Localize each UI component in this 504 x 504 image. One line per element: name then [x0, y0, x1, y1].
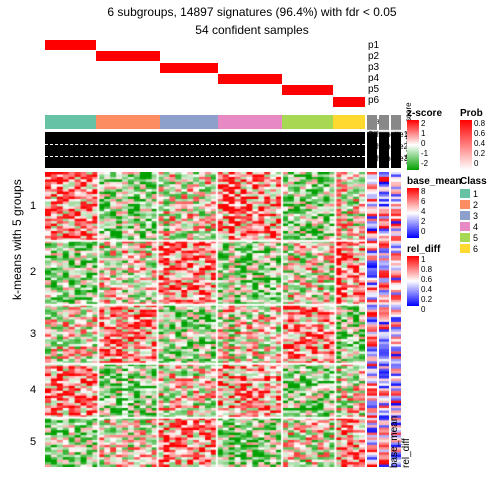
y-axis-label: k-means with 5 groups	[10, 179, 24, 300]
sil-divider	[45, 156, 365, 157]
class-annotation-bar	[45, 115, 365, 129]
side-base-mean	[379, 172, 389, 467]
silhouette-bars	[45, 132, 365, 168]
legends: z-score210-1-2base_mean86420rel_diff10.8…	[407, 108, 461, 322]
title: 6 subgroups, 14897 signatures (96.4%) wi…	[0, 5, 504, 19]
side-anno-score	[379, 115, 389, 168]
side-silhouette	[367, 172, 377, 467]
subtitle: 54 confident samples	[0, 23, 504, 37]
prob-class-legend: Prob0.80.60.40.20Class123456	[460, 108, 487, 260]
main-heatmap	[45, 172, 365, 467]
bottom-label-bm: base_mean	[389, 416, 400, 468]
prob-labels: p1p2p3p4p5p6	[368, 40, 379, 106]
bottom-label-rd: rel_diff	[401, 438, 412, 468]
prob-diagonal	[45, 40, 365, 108]
side-anno-sil2	[391, 115, 401, 168]
sil-divider	[45, 144, 365, 145]
side-anno-sil	[367, 115, 377, 168]
